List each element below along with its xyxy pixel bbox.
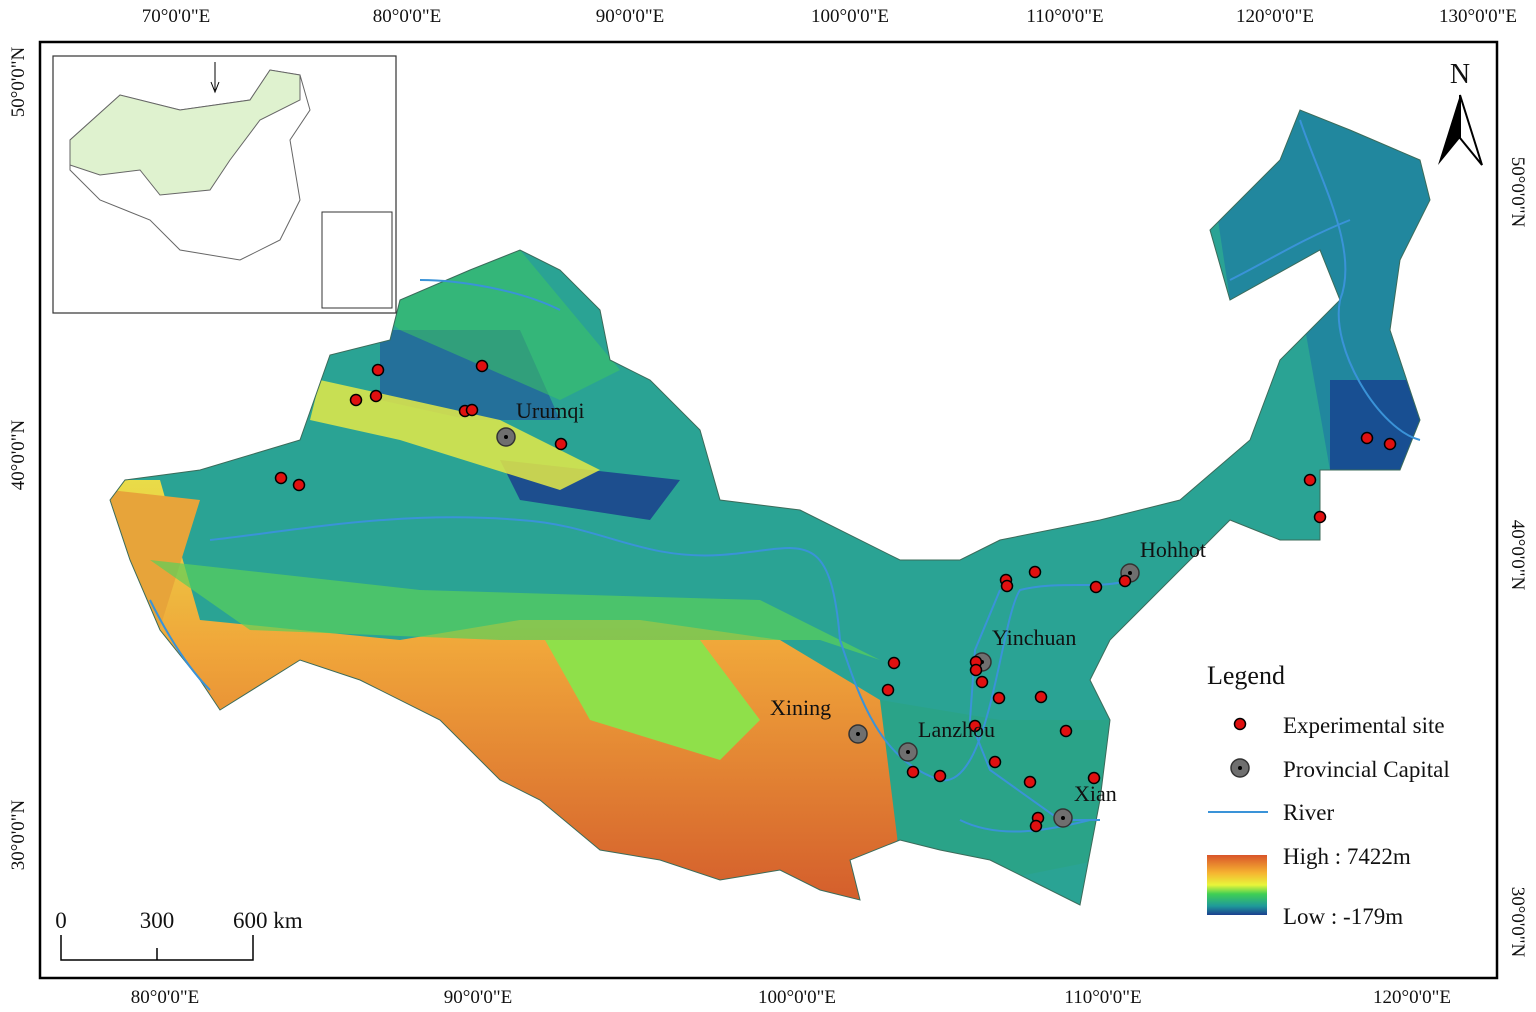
site-marker	[1087, 771, 1101, 785]
site-marker	[1059, 724, 1073, 738]
site-marker	[371, 363, 385, 377]
site-marker	[1034, 690, 1048, 704]
site-marker	[465, 403, 479, 417]
site-marker	[1029, 819, 1043, 833]
inset-map	[52, 55, 397, 314]
site-marker	[992, 691, 1006, 705]
site-marker	[1089, 580, 1103, 594]
capital-dot	[906, 750, 910, 754]
lon-label: 120°0'0"E	[1373, 987, 1451, 1008]
site-marker	[881, 683, 895, 697]
lon-label: 90°0'0"E	[444, 987, 512, 1008]
legend-high: High : 7422m	[1283, 844, 1411, 869]
site-marker	[887, 656, 901, 670]
site-marker	[475, 359, 489, 373]
lon-label: 80°0'0"E	[373, 6, 441, 27]
site-marker	[349, 393, 363, 407]
site-marker	[968, 719, 982, 733]
city-label: Yinchuan	[992, 625, 1076, 650]
site-marker	[988, 755, 1002, 769]
lat-label: 40°0'0"N	[1507, 520, 1528, 591]
legend-title: Legend	[1207, 661, 1285, 690]
scale-label: 300	[140, 908, 175, 933]
lon-label: 110°0'0"E	[1026, 6, 1103, 27]
city-label: Xian	[1074, 781, 1117, 806]
legend-label: Experimental site	[1283, 713, 1445, 738]
site-marker	[554, 437, 568, 451]
lon-label: 100°0'0"E	[758, 987, 836, 1008]
lon-label: 130°0'0"E	[1439, 6, 1517, 27]
site-marker	[274, 471, 288, 485]
site-marker	[975, 675, 989, 689]
lon-label: 70°0'0"E	[142, 6, 210, 27]
site-marker	[1360, 431, 1374, 445]
rivers	[149, 119, 1421, 833]
lat-label: 30°0'0"N	[8, 799, 29, 870]
site-marker	[933, 769, 947, 783]
north-arrow: N	[1438, 59, 1483, 166]
legend: Legend Experimental site Provincial Capi…	[1207, 661, 1450, 929]
site-marker	[1028, 565, 1042, 579]
site-marker	[369, 389, 383, 403]
capital-dot	[1061, 816, 1065, 820]
legend-low: Low : -179m	[1283, 904, 1403, 929]
site-marker	[292, 478, 306, 492]
site-marker	[1313, 510, 1327, 524]
capital-dot	[1128, 571, 1132, 575]
site-marker	[1118, 574, 1132, 588]
capital-dot	[504, 435, 508, 439]
lon-label: 110°0'0"E	[1064, 987, 1141, 1008]
city-label: Urumqi	[516, 398, 584, 423]
scale-label: 600 km	[233, 908, 303, 933]
north-label: N	[1450, 59, 1470, 90]
lat-label: 30°0'0"N	[1507, 887, 1528, 958]
lat-label: 40°0'0"N	[8, 419, 29, 490]
capital-dot	[856, 732, 860, 736]
lon-label: 100°0'0"E	[811, 6, 889, 27]
city-label: Xining	[770, 695, 831, 720]
site-marker	[1303, 473, 1317, 487]
site-marker	[1000, 579, 1014, 593]
lat-label: 50°0'0"N	[8, 46, 29, 117]
city-label: Lanzhou	[918, 717, 995, 742]
site-marker	[969, 663, 983, 677]
lon-label: 80°0'0"E	[131, 987, 199, 1008]
scale-label: 0	[55, 908, 67, 933]
site-marker	[1383, 437, 1397, 451]
lon-label: 120°0'0"E	[1236, 6, 1314, 27]
lon-label: 90°0'0"E	[596, 6, 664, 27]
legend-label: River	[1283, 800, 1334, 825]
legend-label: Provincial Capital	[1283, 757, 1450, 782]
site-marker	[1023, 775, 1037, 789]
site-marker	[906, 765, 920, 779]
site-markers	[274, 359, 1397, 833]
scale-bar: 0 300 600 km	[55, 908, 303, 961]
map-frame	[38, 40, 1499, 980]
city-label: Hohhot	[1140, 537, 1206, 562]
lat-label: 50°0'0"N	[1507, 157, 1528, 228]
